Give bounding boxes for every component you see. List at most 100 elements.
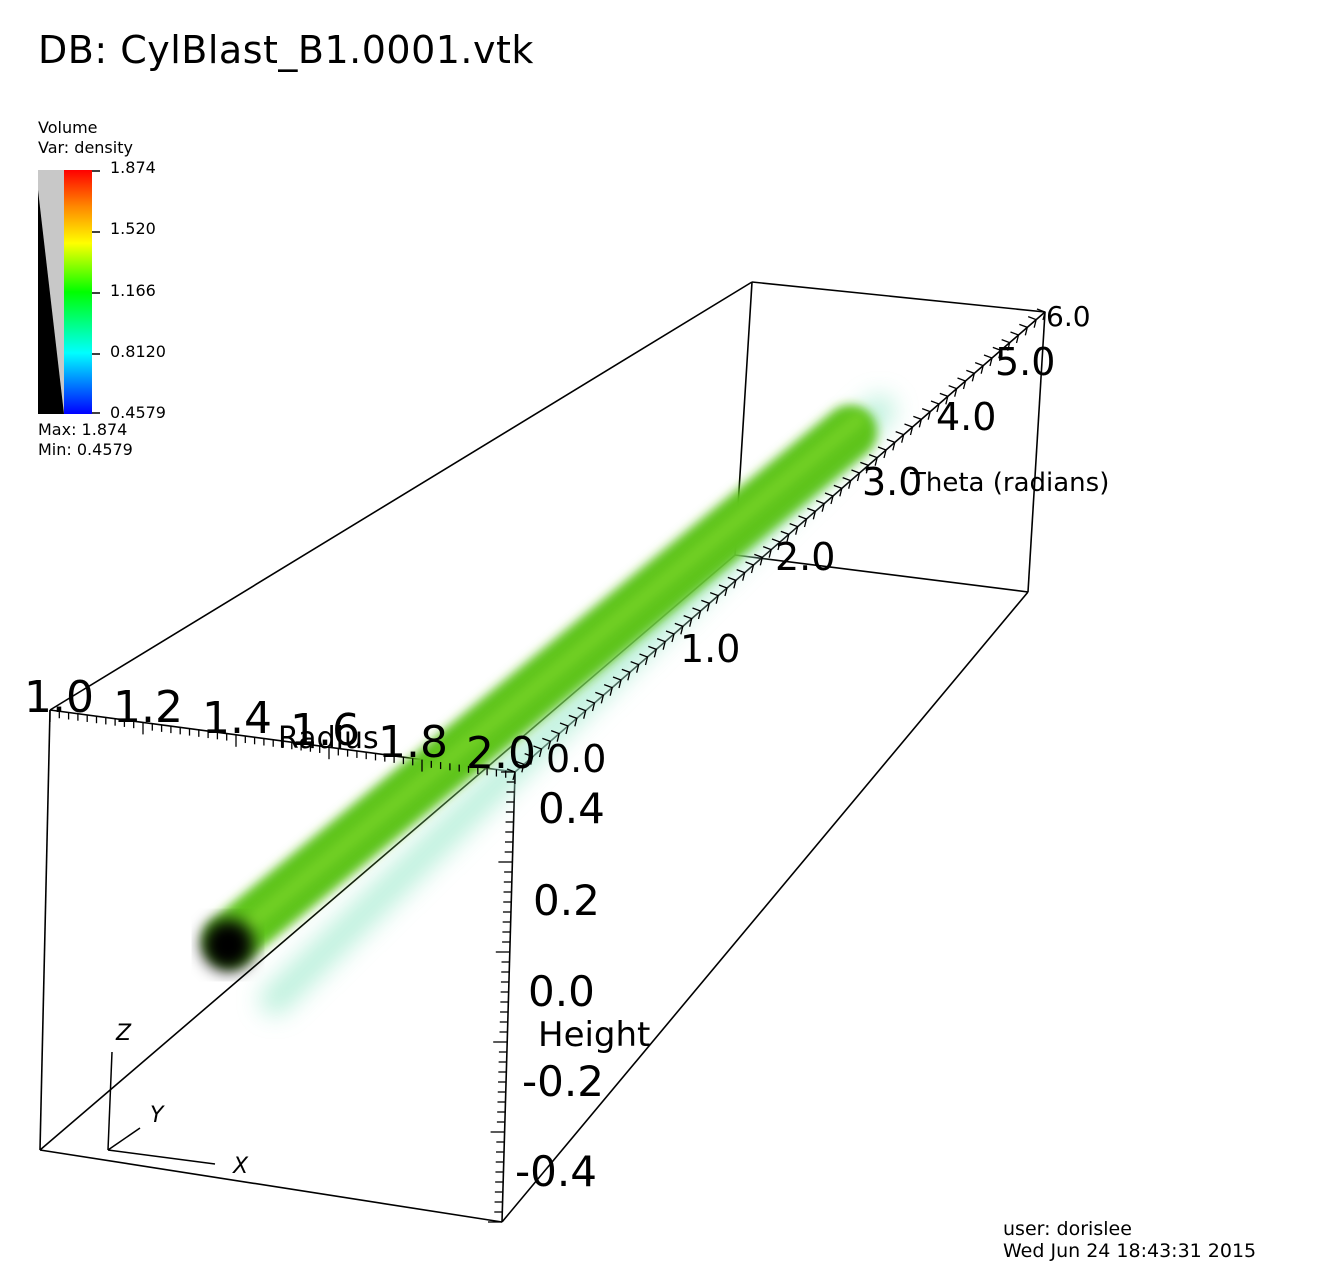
legend-min: Min: 0.4579 [38,440,133,459]
theta-minor-tick [1027,316,1037,328]
legend-variable: Var: density [38,138,133,157]
theta-minor-tick [709,592,719,604]
user-label: user: dorislee [1003,1218,1132,1240]
opacity-ramp [38,190,64,414]
radius-axis-ticks [49,710,516,784]
triad-z-label: Z [115,1021,132,1046]
theta-minor-tick [1010,331,1020,344]
theta-minor-tick [692,607,702,620]
triad-x-label: X [232,1154,249,1179]
theta-minor-tick [550,730,560,742]
theta-minor-tick [718,584,728,597]
theta-minor-tick [983,354,993,367]
legend-tick: 1.874 [110,158,156,177]
theta-minor-tick [877,446,887,459]
volume-dark-core [202,919,254,971]
theta-minor-tick [736,569,746,581]
theta-minor-tick [656,638,666,650]
legend-tick: 1.520 [110,219,156,238]
height-tick: 0.2 [533,876,600,925]
theta-minor-tick [1001,339,1011,351]
theta-minor-tick [533,745,543,758]
theta-minor-tick [621,668,631,681]
theta-minor-tick [745,561,755,574]
color-gradient [64,170,92,414]
radius-tick: 1.6 [290,705,360,756]
theta-axis-label: Theta (radians) [909,468,1109,498]
theta-minor-tick [586,699,596,712]
theta-minor-tick [559,722,569,735]
theta-tick: 6.0 [1046,300,1091,333]
theta-minor-tick [807,507,817,520]
height-axis-label: Height [538,1015,650,1055]
theta-minor-tick [568,714,578,727]
theta-minor-tick [754,553,764,566]
theta-tick: 5.0 [995,340,1055,384]
theta-tick: 1.0 [680,627,740,671]
theta-minor-tick [630,661,640,673]
theta-tick: 3.0 [862,460,922,504]
theta-minor-tick [648,645,658,658]
theta-minor-tick [974,362,984,374]
theta-minor-tick [780,530,790,543]
theta-minor-tick [815,500,825,512]
theta-minor-tick [524,753,534,765]
axis-triad [107,1051,216,1165]
theta-minor-tick [798,515,808,528]
theta-minor-tick [824,492,834,505]
theta-minor-tick [842,477,852,489]
theta-minor-tick [904,423,914,436]
theta-minor-tick [895,431,905,443]
theta-minor-tick [1019,323,1029,336]
legend-colorbar [38,170,100,414]
theta-minor-tick [542,737,552,750]
radius-tick: 1.0 [24,672,94,723]
theta-minor-tick [595,691,605,704]
database-title: DB: CylBlast_B1.0001.vtk [38,28,534,72]
theta-minor-tick [966,369,976,382]
theta-minor-tick [762,546,772,558]
theta-minor-tick [577,707,587,719]
theta-minor-tick [868,454,878,466]
theta-minor-tick [683,615,693,627]
theta-minor-tick [948,385,958,397]
legend-tick: 0.8120 [110,342,166,361]
theta-minor-tick [674,622,684,635]
radius-tick: 1.8 [378,717,448,768]
theta-minor-tick [612,676,622,689]
theta-tick: 2.0 [775,535,835,579]
theta-minor-tick [939,392,949,405]
theta-minor-tick [851,469,861,482]
volume-render [202,395,895,1015]
theta-minor-tick [886,438,896,451]
theta-minor-tick [860,461,870,474]
theta-minor-tick [957,377,967,390]
radius-axis-label: Radius [278,721,379,756]
theta-axis-ticks [506,308,1046,781]
theta-minor-tick [913,415,923,428]
legend-plot-type: Volume [38,118,98,137]
theta-minor-tick [727,576,737,589]
height-tick: -0.4 [515,1147,597,1196]
theta-minor-tick [789,523,799,535]
theta-minor-tick [992,346,1002,359]
theta-minor-tick [921,408,931,420]
legend-tick: 0.4579 [110,403,166,422]
legend-max: Max: 1.874 [38,420,128,439]
timestamp: Wed Jun 24 18:43:31 2015 [1003,1240,1257,1262]
radius-tick: 1.4 [202,693,272,744]
radius-tick: 1.2 [113,682,183,733]
theta-minor-tick [515,760,525,773]
theta-minor-tick [639,653,649,666]
theta-minor-tick [930,400,940,413]
theta-minor-tick [701,599,711,612]
theta-minor-tick [771,538,781,551]
theta-minor-tick [665,630,675,643]
triad-y-label: Y [150,1103,165,1128]
theta-minor-tick [603,684,613,696]
theta-tick: 0.0 [546,737,606,781]
radius-tick: 2.0 [466,728,536,779]
theta-minor-tick [1036,308,1046,321]
